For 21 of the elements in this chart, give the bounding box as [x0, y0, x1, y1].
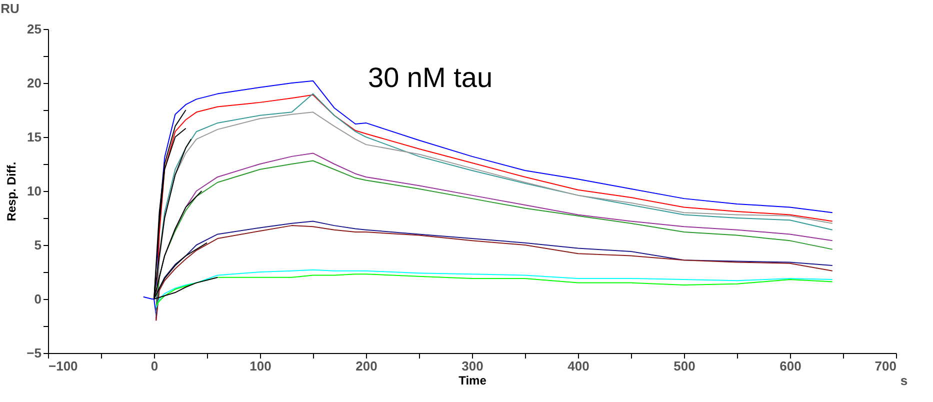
- x-tick-label: 700: [874, 358, 896, 374]
- y-tick-label: 10: [27, 184, 42, 198]
- x-tick-label: 100: [250, 358, 272, 374]
- x-tick-label: 600: [780, 358, 802, 374]
- y-tick-label: 15: [27, 130, 42, 144]
- x-tick-label: 0: [150, 358, 158, 374]
- y-tick-label: 0: [34, 292, 42, 306]
- x-tick-label: 200: [356, 358, 378, 374]
- x-axis-title: Time: [458, 374, 487, 388]
- x-tick-label: 500: [674, 358, 696, 374]
- annotation: 30 nM tau: [368, 62, 493, 93]
- text: s: [900, 373, 908, 388]
- x-tick-label: −100: [48, 358, 78, 374]
- x-tick-label: 400: [568, 358, 590, 374]
- y-tick-label: −5: [26, 346, 42, 360]
- y-axis-title: Resp. Diff.: [4, 162, 19, 222]
- x-tick-label: 300: [462, 358, 484, 374]
- y-tick-label: 25: [27, 22, 42, 36]
- text: RU: [0, 1, 20, 16]
- y-tick-label: 5: [34, 238, 42, 252]
- y-tick-label: 20: [27, 76, 42, 90]
